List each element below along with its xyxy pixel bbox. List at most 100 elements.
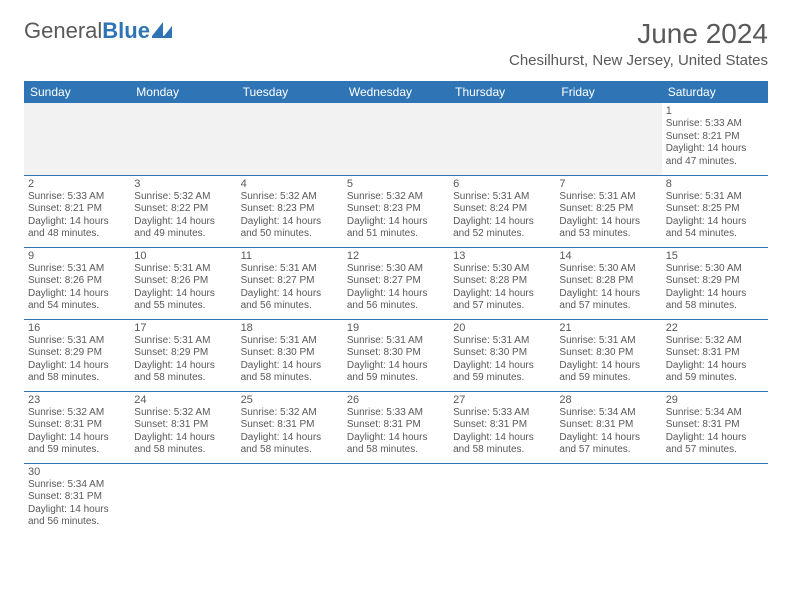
header: General Blue June 2024 Chesilhurst, New … xyxy=(24,18,768,69)
day-info: Sunrise: 5:31 AMSunset: 8:25 PMDaylight:… xyxy=(559,191,657,241)
calendar-row: 9Sunrise: 5:31 AMSunset: 8:26 PMDaylight… xyxy=(24,247,768,319)
calendar-row: 2Sunrise: 5:33 AMSunset: 8:21 PMDaylight… xyxy=(24,175,768,247)
day-info: Sunrise: 5:34 AMSunset: 8:31 PMDaylight:… xyxy=(559,407,657,457)
day-number: 6 xyxy=(453,178,551,190)
calendar-cell xyxy=(343,103,449,175)
day-info: Sunrise: 5:30 AMSunset: 8:28 PMDaylight:… xyxy=(453,263,551,313)
calendar-cell: 6Sunrise: 5:31 AMSunset: 8:24 PMDaylight… xyxy=(449,175,555,247)
calendar-cell xyxy=(555,463,661,535)
day-info: Sunrise: 5:31 AMSunset: 8:30 PMDaylight:… xyxy=(453,335,551,385)
day-info: Sunrise: 5:33 AMSunset: 8:31 PMDaylight:… xyxy=(347,407,445,457)
calendar-cell: 8Sunrise: 5:31 AMSunset: 8:25 PMDaylight… xyxy=(662,175,768,247)
calendar-row: 30Sunrise: 5:34 AMSunset: 8:31 PMDayligh… xyxy=(24,463,768,535)
day-header: Friday xyxy=(555,81,661,103)
sail-icon xyxy=(152,20,174,43)
calendar-cell xyxy=(555,103,661,175)
day-number: 21 xyxy=(559,322,657,334)
day-header: Saturday xyxy=(662,81,768,103)
calendar-cell: 21Sunrise: 5:31 AMSunset: 8:30 PMDayligh… xyxy=(555,319,661,391)
calendar-cell xyxy=(130,103,236,175)
calendar-cell: 12Sunrise: 5:30 AMSunset: 8:27 PMDayligh… xyxy=(343,247,449,319)
day-info: Sunrise: 5:34 AMSunset: 8:31 PMDaylight:… xyxy=(28,479,126,529)
day-info: Sunrise: 5:31 AMSunset: 8:26 PMDaylight:… xyxy=(134,263,232,313)
day-number: 2 xyxy=(28,178,126,190)
calendar-cell: 22Sunrise: 5:32 AMSunset: 8:31 PMDayligh… xyxy=(662,319,768,391)
day-number: 8 xyxy=(666,178,764,190)
day-number: 27 xyxy=(453,394,551,406)
calendar-cell: 16Sunrise: 5:31 AMSunset: 8:29 PMDayligh… xyxy=(24,319,130,391)
calendar-cell: 4Sunrise: 5:32 AMSunset: 8:23 PMDaylight… xyxy=(237,175,343,247)
day-number: 17 xyxy=(134,322,232,334)
day-info: Sunrise: 5:32 AMSunset: 8:22 PMDaylight:… xyxy=(134,191,232,241)
calendar-cell: 25Sunrise: 5:32 AMSunset: 8:31 PMDayligh… xyxy=(237,391,343,463)
calendar-cell: 19Sunrise: 5:31 AMSunset: 8:30 PMDayligh… xyxy=(343,319,449,391)
calendar-cell: 23Sunrise: 5:32 AMSunset: 8:31 PMDayligh… xyxy=(24,391,130,463)
calendar-cell: 5Sunrise: 5:32 AMSunset: 8:23 PMDaylight… xyxy=(343,175,449,247)
day-number: 24 xyxy=(134,394,232,406)
day-number: 12 xyxy=(347,250,445,262)
calendar-cell: 2Sunrise: 5:33 AMSunset: 8:21 PMDaylight… xyxy=(24,175,130,247)
day-number: 29 xyxy=(666,394,764,406)
day-info: Sunrise: 5:33 AMSunset: 8:21 PMDaylight:… xyxy=(666,118,764,168)
calendar-cell: 7Sunrise: 5:31 AMSunset: 8:25 PMDaylight… xyxy=(555,175,661,247)
calendar-cell: 3Sunrise: 5:32 AMSunset: 8:22 PMDaylight… xyxy=(130,175,236,247)
calendar-cell xyxy=(449,463,555,535)
day-number: 26 xyxy=(347,394,445,406)
day-number: 1 xyxy=(666,105,764,117)
calendar-cell xyxy=(24,103,130,175)
day-info: Sunrise: 5:31 AMSunset: 8:26 PMDaylight:… xyxy=(28,263,126,313)
calendar-row: 1Sunrise: 5:33 AMSunset: 8:21 PMDaylight… xyxy=(24,103,768,175)
calendar-cell: 27Sunrise: 5:33 AMSunset: 8:31 PMDayligh… xyxy=(449,391,555,463)
calendar-cell: 17Sunrise: 5:31 AMSunset: 8:29 PMDayligh… xyxy=(130,319,236,391)
day-info: Sunrise: 5:31 AMSunset: 8:30 PMDaylight:… xyxy=(347,335,445,385)
day-header: Wednesday xyxy=(343,81,449,103)
calendar-cell: 15Sunrise: 5:30 AMSunset: 8:29 PMDayligh… xyxy=(662,247,768,319)
day-number: 20 xyxy=(453,322,551,334)
logo-text-blue: Blue xyxy=(102,18,150,44)
calendar-cell: 20Sunrise: 5:31 AMSunset: 8:30 PMDayligh… xyxy=(449,319,555,391)
calendar-cell: 1Sunrise: 5:33 AMSunset: 8:21 PMDaylight… xyxy=(662,103,768,175)
day-info: Sunrise: 5:31 AMSunset: 8:29 PMDaylight:… xyxy=(134,335,232,385)
calendar-cell xyxy=(237,463,343,535)
calendar-cell: 14Sunrise: 5:30 AMSunset: 8:28 PMDayligh… xyxy=(555,247,661,319)
day-number: 10 xyxy=(134,250,232,262)
calendar-cell: 10Sunrise: 5:31 AMSunset: 8:26 PMDayligh… xyxy=(130,247,236,319)
calendar-cell: 28Sunrise: 5:34 AMSunset: 8:31 PMDayligh… xyxy=(555,391,661,463)
day-number: 15 xyxy=(666,250,764,262)
day-info: Sunrise: 5:32 AMSunset: 8:31 PMDaylight:… xyxy=(666,335,764,385)
day-header: Thursday xyxy=(449,81,555,103)
day-info: Sunrise: 5:30 AMSunset: 8:28 PMDaylight:… xyxy=(559,263,657,313)
day-number: 5 xyxy=(347,178,445,190)
day-header-row: SundayMondayTuesdayWednesdayThursdayFrid… xyxy=(24,81,768,103)
calendar-cell: 18Sunrise: 5:31 AMSunset: 8:30 PMDayligh… xyxy=(237,319,343,391)
day-header: Tuesday xyxy=(237,81,343,103)
day-number: 22 xyxy=(666,322,764,334)
day-number: 11 xyxy=(241,250,339,262)
day-info: Sunrise: 5:31 AMSunset: 8:30 PMDaylight:… xyxy=(559,335,657,385)
day-number: 13 xyxy=(453,250,551,262)
calendar-cell: 13Sunrise: 5:30 AMSunset: 8:28 PMDayligh… xyxy=(449,247,555,319)
day-info: Sunrise: 5:34 AMSunset: 8:31 PMDaylight:… xyxy=(666,407,764,457)
calendar-cell xyxy=(237,103,343,175)
day-info: Sunrise: 5:32 AMSunset: 8:31 PMDaylight:… xyxy=(241,407,339,457)
day-header: Sunday xyxy=(24,81,130,103)
day-info: Sunrise: 5:31 AMSunset: 8:29 PMDaylight:… xyxy=(28,335,126,385)
day-info: Sunrise: 5:32 AMSunset: 8:31 PMDaylight:… xyxy=(28,407,126,457)
logo-text-general: General xyxy=(24,18,102,44)
title-block: June 2024 Chesilhurst, New Jersey, Unite… xyxy=(509,18,768,69)
day-number: 7 xyxy=(559,178,657,190)
day-number: 14 xyxy=(559,250,657,262)
day-info: Sunrise: 5:32 AMSunset: 8:23 PMDaylight:… xyxy=(347,191,445,241)
month-year: June 2024 xyxy=(509,18,768,50)
calendar-row: 23Sunrise: 5:32 AMSunset: 8:31 PMDayligh… xyxy=(24,391,768,463)
calendar-row: 16Sunrise: 5:31 AMSunset: 8:29 PMDayligh… xyxy=(24,319,768,391)
day-info: Sunrise: 5:30 AMSunset: 8:29 PMDaylight:… xyxy=(666,263,764,313)
day-number: 3 xyxy=(134,178,232,190)
calendar-cell xyxy=(449,103,555,175)
day-number: 25 xyxy=(241,394,339,406)
calendar-cell: 9Sunrise: 5:31 AMSunset: 8:26 PMDaylight… xyxy=(24,247,130,319)
day-number: 23 xyxy=(28,394,126,406)
day-info: Sunrise: 5:31 AMSunset: 8:25 PMDaylight:… xyxy=(666,191,764,241)
day-info: Sunrise: 5:31 AMSunset: 8:24 PMDaylight:… xyxy=(453,191,551,241)
day-number: 4 xyxy=(241,178,339,190)
